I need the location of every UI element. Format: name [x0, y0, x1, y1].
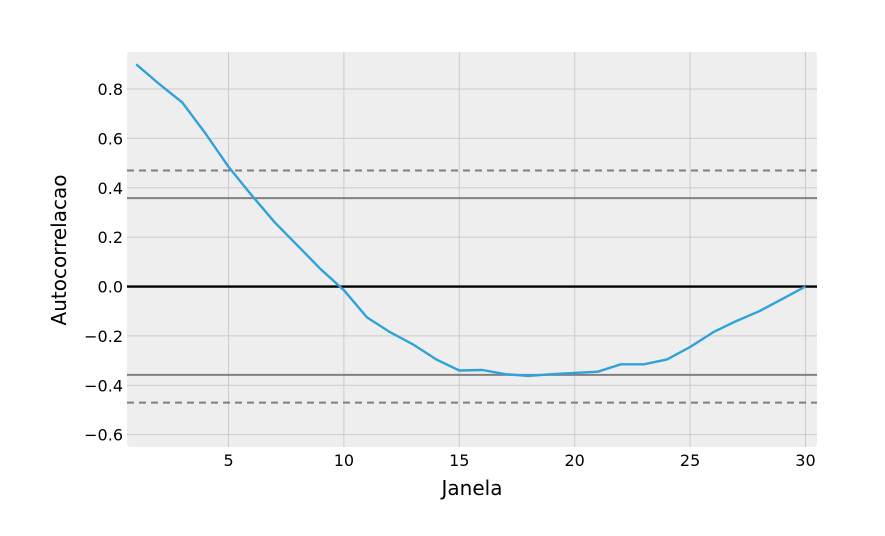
plot-background: [127, 52, 817, 447]
x-tick-labels: 5 10 15 20 25 30: [223, 451, 815, 470]
y-tick-label: 0.0: [98, 278, 123, 297]
y-tick-label: 0.4: [98, 179, 123, 198]
y-tick-labels: 0.8 0.6 0.4 0.2 0.0 −0.2 −0.4 −0.6: [84, 80, 123, 445]
y-tick-label: −0.4: [84, 376, 123, 395]
autocorrelation-line: [135, 63, 807, 378]
y-tick-label: −0.2: [84, 327, 123, 346]
x-axis-label: Janela: [440, 476, 503, 500]
y-axis-label: Autocorrelacao: [47, 175, 71, 326]
x-tick-label: 25: [680, 451, 700, 470]
y-tick-label: 0.2: [98, 228, 123, 247]
x-tick-label: 15: [449, 451, 469, 470]
x-tick-label: 20: [565, 451, 585, 470]
series-group: [135, 63, 807, 378]
x-tick-label: 5: [223, 451, 233, 470]
y-tick-label: −0.6: [84, 426, 123, 445]
y-tick-label: 0.8: [98, 80, 123, 99]
x-tick-label: 10: [334, 451, 354, 470]
reference-lines: [127, 169, 817, 404]
x-tick-label: 30: [795, 451, 815, 470]
y-tick-label: 0.6: [98, 129, 123, 148]
